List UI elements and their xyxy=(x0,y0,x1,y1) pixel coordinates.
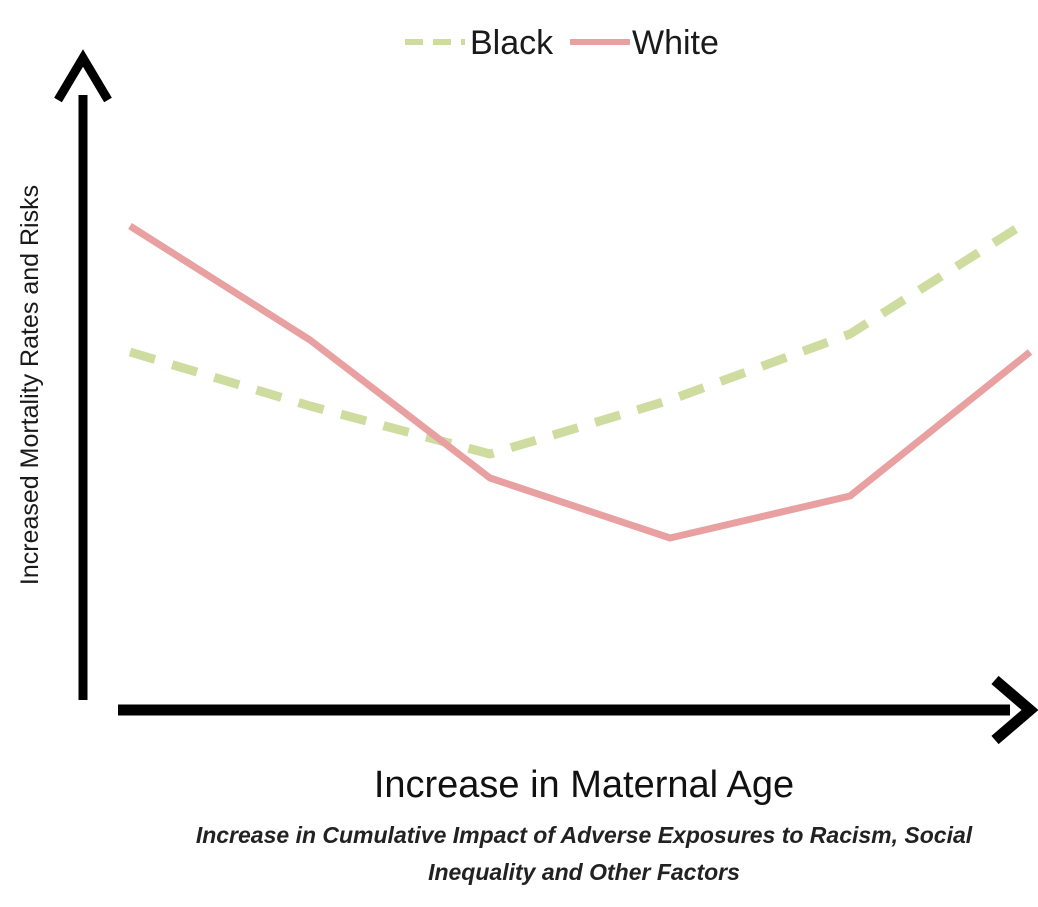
annotation-line-1: Increase in Cumulative Impact of Adverse… xyxy=(196,822,973,848)
legend: Black White xyxy=(405,24,719,62)
x-axis-label: Increase in Maternal Age xyxy=(374,764,794,806)
series-line-black xyxy=(130,220,1030,454)
legend-label-black: Black xyxy=(470,24,554,62)
legend-label-white: White xyxy=(632,24,719,62)
annotation-line-2: Inequality and Other Factors xyxy=(428,859,740,885)
y-axis-arrowhead xyxy=(58,58,108,100)
series-line-white xyxy=(130,226,1030,538)
y-axis-label: Increased Mortality Rates and Risks xyxy=(16,185,44,585)
series-layer xyxy=(130,220,1030,538)
